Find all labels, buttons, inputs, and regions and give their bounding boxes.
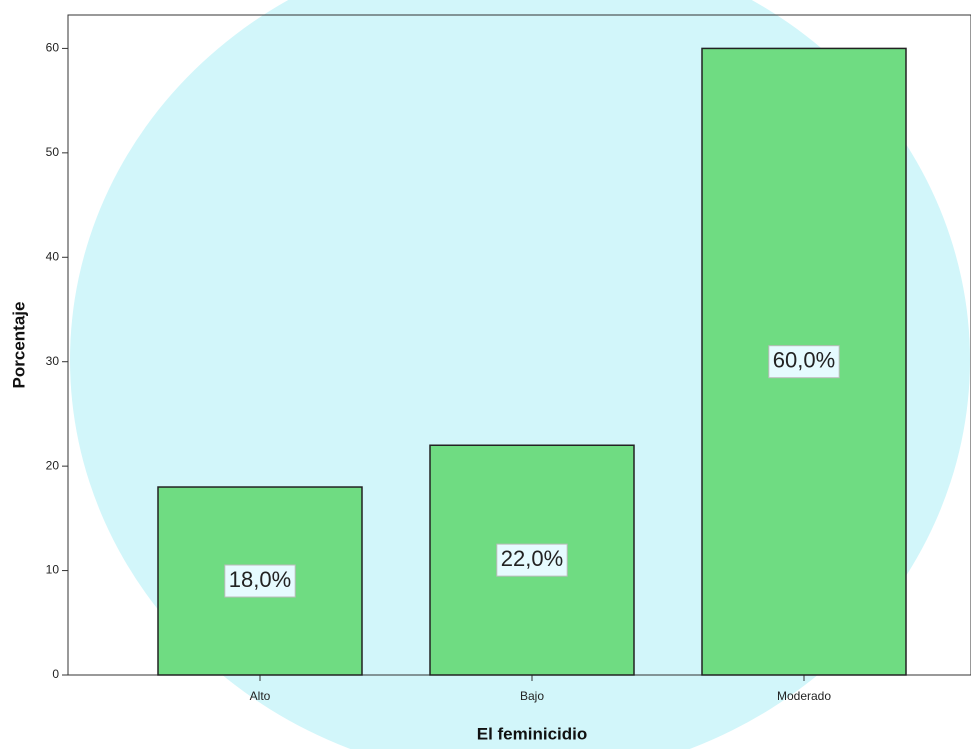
value-label: 60,0%: [773, 348, 835, 373]
value-label: 22,0%: [501, 546, 563, 571]
value-label-box: [496, 543, 568, 577]
y-tick-label: 10: [46, 563, 60, 577]
value-label-box: [768, 345, 840, 379]
y-axis-label: Porcentaje: [9, 302, 28, 389]
y-tick-label: 40: [46, 249, 60, 263]
y-tick-label: 20: [46, 458, 60, 472]
y-tick-label: 0: [52, 667, 59, 681]
x-tick-label: Bajo: [520, 689, 544, 703]
x-axis-label: El feminicidio: [477, 724, 588, 743]
y-tick-label: 50: [46, 145, 60, 159]
y-tick-label: 60: [46, 41, 60, 55]
value-label-box: [224, 564, 296, 598]
y-tick-label: 30: [46, 354, 60, 368]
value-label: 18,0%: [229, 567, 291, 592]
x-tick-label: Moderado: [777, 689, 831, 703]
x-tick-label: Alto: [250, 689, 271, 703]
